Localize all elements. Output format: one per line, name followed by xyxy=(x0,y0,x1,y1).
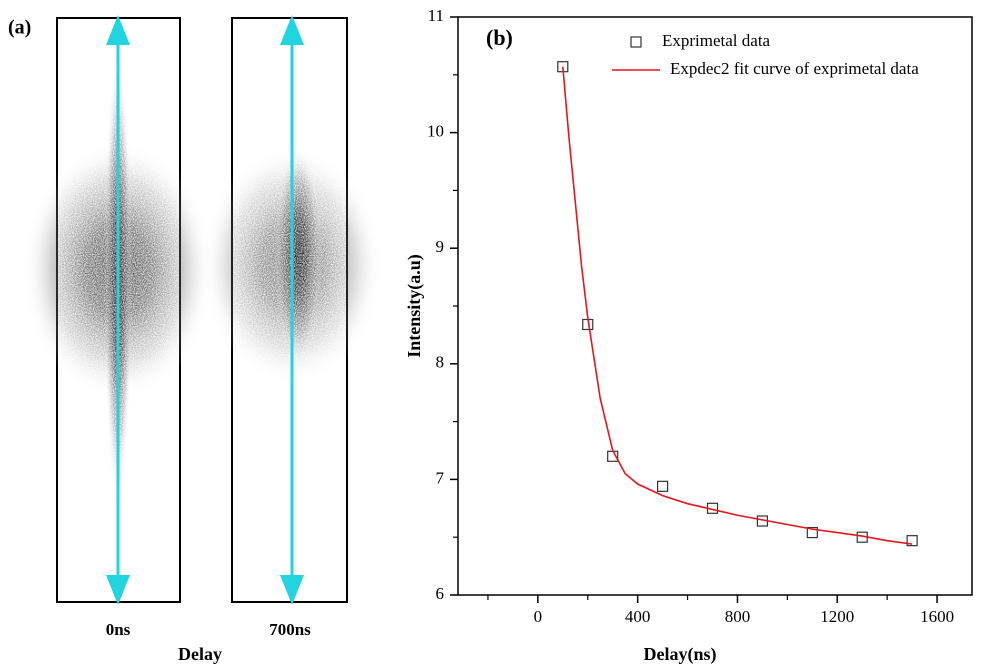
data-point xyxy=(657,480,669,492)
y-tick-label: 10 xyxy=(427,122,444,141)
y-tick-label: 9 xyxy=(436,237,445,256)
axis-label: Delay xyxy=(178,644,222,664)
legend-label: Expdec2 fit curve of exprimetal data xyxy=(670,59,919,78)
image-panel xyxy=(202,14,382,605)
data-point xyxy=(806,526,818,539)
x-tick-label: 800 xyxy=(725,607,751,626)
plot-frame xyxy=(457,16,973,596)
y-tick-label: 6 xyxy=(436,584,445,603)
image-caption: 700ns xyxy=(269,620,311,639)
legend-label: Exprimetal data xyxy=(662,31,771,50)
image-caption: 0ns xyxy=(106,620,131,639)
y-tick-label: 7 xyxy=(436,468,445,487)
x-axis-label: Delay(ns) xyxy=(644,644,717,665)
x-tick-label: 0 xyxy=(534,607,543,626)
y-axis-label: Intensity(a.u) xyxy=(404,254,425,358)
fit-line xyxy=(561,66,913,545)
y-tick-label: 11 xyxy=(428,6,444,25)
x-tick-label: 400 xyxy=(625,607,651,626)
image-panel xyxy=(23,14,213,605)
y-tick-label: 8 xyxy=(436,353,445,372)
chart-title: (b) xyxy=(486,25,513,50)
legend-swatch xyxy=(630,36,642,48)
x-tick-label: 1200 xyxy=(820,607,854,626)
panel-label: (a) xyxy=(8,17,31,39)
data-point xyxy=(906,535,918,547)
x-tick-label: 1600 xyxy=(920,607,954,626)
